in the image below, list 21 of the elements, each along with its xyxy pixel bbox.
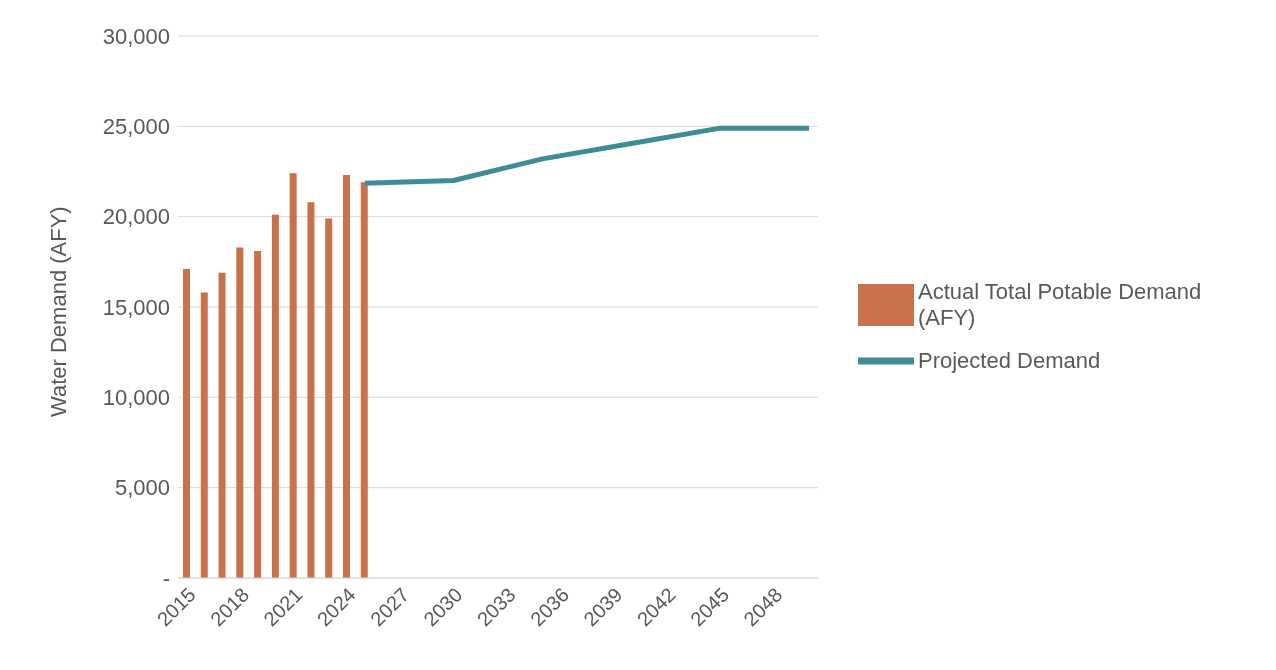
legend-label: Actual Total Potable Demand (AFY): [918, 279, 1203, 331]
y-tick-label: 25,000: [102, 114, 170, 140]
y-tick-label: -: [162, 565, 170, 591]
bar: [307, 202, 315, 578]
bar: [183, 269, 190, 578]
y-tick-label: 5,000: [114, 475, 170, 501]
y-tick-label: 30,000: [102, 23, 170, 49]
legend-label: Projected Demand: [918, 348, 1101, 374]
y-tick-label: 20,000: [102, 204, 170, 230]
bar: [218, 272, 226, 578]
y-axis-title: Water Demand (AFY): [45, 206, 71, 417]
y-tick-label: 10,000: [102, 385, 170, 411]
bar: [236, 247, 244, 578]
bar: [289, 173, 297, 578]
y-tick-label: 15,000: [102, 294, 170, 320]
bar: [360, 182, 368, 578]
bar: [325, 218, 333, 578]
bar: [200, 292, 208, 578]
bar: [343, 175, 350, 578]
bar: [271, 214, 279, 578]
bar: [254, 250, 262, 578]
